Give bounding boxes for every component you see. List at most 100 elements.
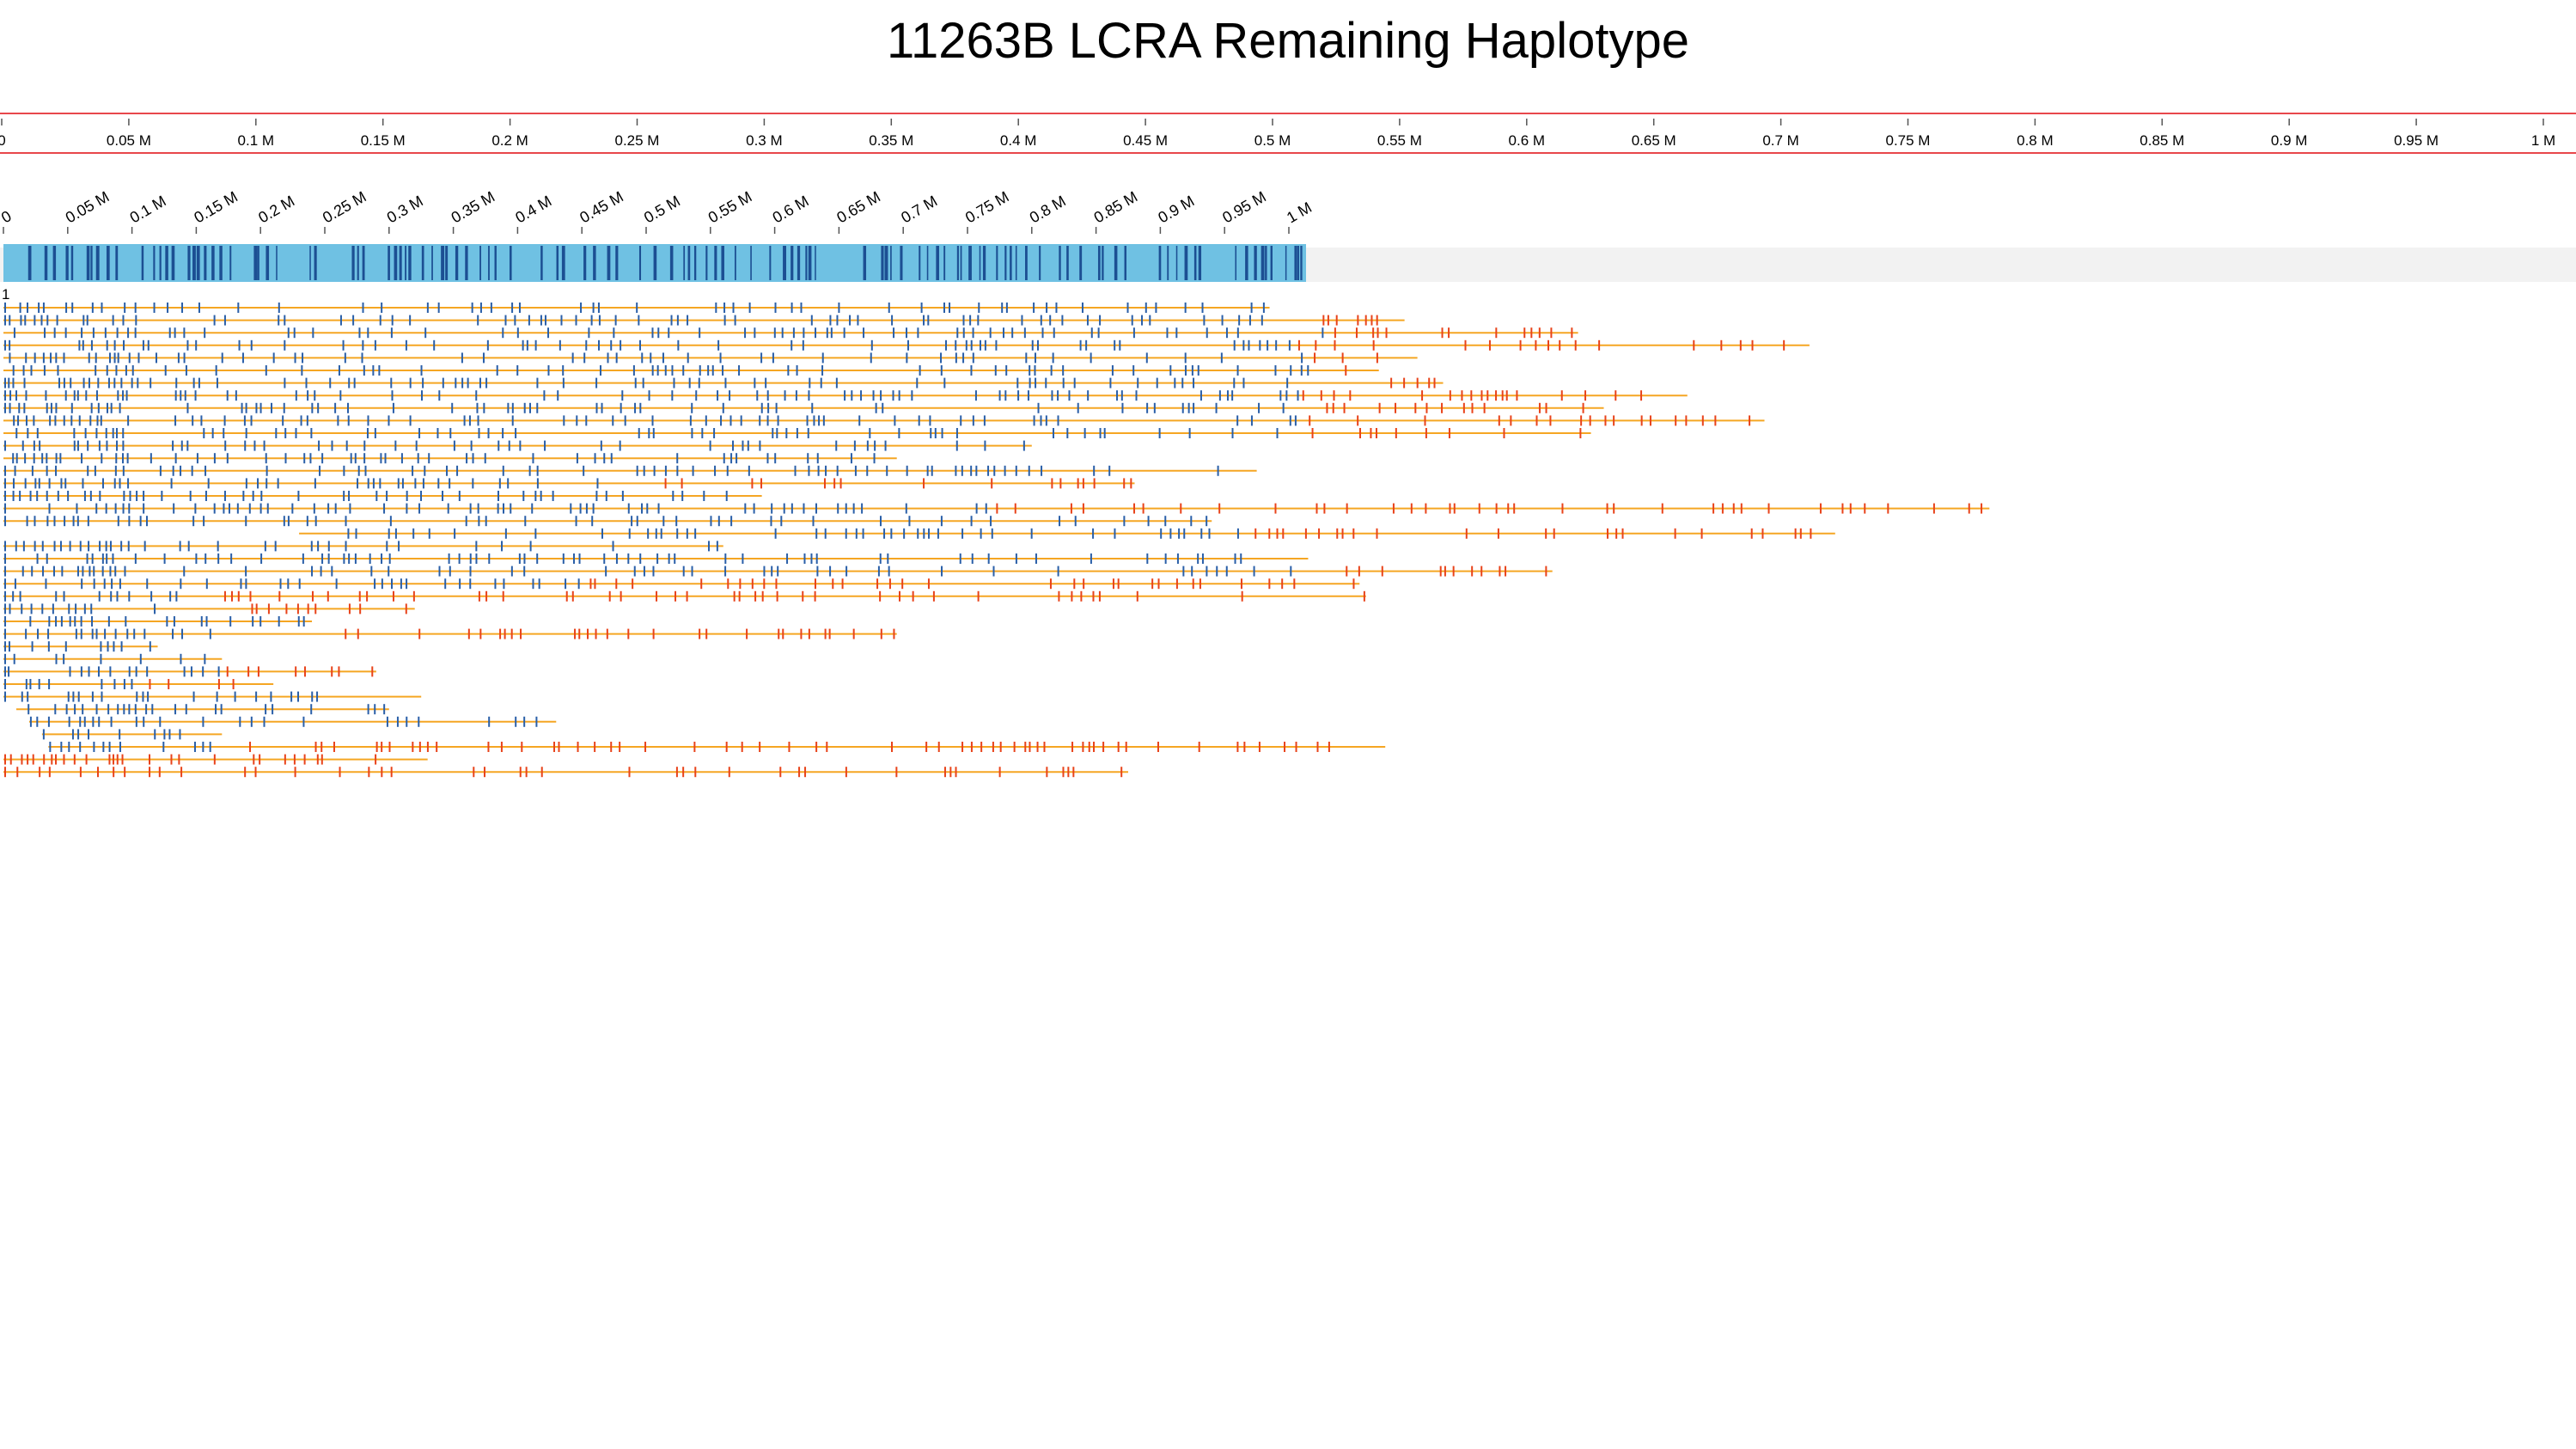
read-match-mark [89,415,92,426]
haplotype-variant-mark [1184,246,1188,280]
haplotype-variant-mark [65,246,69,280]
read-match-mark [88,377,90,388]
read-match-mark [174,453,177,464]
read-match-mark [30,365,33,376]
read-match-mark [612,541,614,552]
read-match-mark [1176,553,1179,564]
read-match-mark [1290,365,1292,376]
haplotype-variant-mark [362,246,365,280]
read-match-mark [264,541,266,552]
read-mismatch-mark [251,603,253,614]
read-match-mark [475,541,478,552]
read-match-mark [115,453,118,464]
read-match-mark [93,578,95,590]
read-match-mark [1236,528,1239,539]
read-match-mark [17,415,20,426]
detail-tick-label: 0.55 M [705,188,755,227]
read-match-mark [302,616,305,627]
read-match-mark [1218,390,1221,401]
read-match-mark [1052,352,1054,364]
read-mismatch-mark [733,590,736,602]
read-mismatch-mark [418,742,421,752]
read-mismatch-mark [1359,428,1362,438]
read-match-mark [127,478,130,489]
read-mismatch-mark [814,578,816,590]
read-match-mark [861,503,864,514]
read-mismatch-mark [1505,566,1507,577]
read-match-mark [12,590,15,602]
read-match-mark [122,428,125,438]
read-mismatch-mark [1370,428,1372,438]
read-match-mark [1011,327,1014,339]
read-mismatch-mark [705,628,708,639]
read-match-mark [128,503,131,514]
read-mismatch-mark [1553,528,1555,539]
read-match-mark [172,628,174,639]
read-match-mark [595,402,598,413]
read-match-mark [681,491,684,501]
read-match-mark [170,478,173,489]
read-match-mark [255,402,258,413]
read-match-mark [821,352,824,364]
read-mismatch-mark [1058,590,1060,602]
read-match-mark [12,491,15,501]
haplotype-variant-mark [95,246,100,280]
read-match-mark [1062,365,1065,376]
read-match-mark [388,528,390,539]
read-match-mark [448,553,450,564]
read-match-mark [4,603,6,614]
read-match-mark [1242,339,1245,351]
read-match-mark [918,415,920,426]
read-match-mark [147,339,150,351]
read-match-mark [785,428,788,438]
read-match-mark [870,339,873,351]
read-match-mark [284,339,286,351]
read-match-mark [503,578,505,590]
read-mismatch-mark [751,478,754,489]
read-match-mark [791,503,793,514]
overview-axis[interactable]: 0 0.05 M 0.1 M 0.15 M 0.2 M 0.25 M 0.3 M 0.35 M… [0,113,2576,154]
read-match-mark [81,327,83,339]
overview-tick-label: 0.35 M [869,132,913,149]
read-match-mark [216,377,218,388]
read-match-mark [8,641,10,652]
read-mismatch-mark [802,590,804,602]
read-match-mark [732,440,735,451]
haplotype-variant-mark [431,246,433,280]
read-match-mark [211,428,214,438]
haplotype-variant-mark [488,246,490,280]
read-match-mark [366,428,369,438]
read-match-mark [810,315,813,326]
read-match-mark [1206,516,1208,527]
read-match-mark [563,415,565,426]
read-match-mark [184,390,186,401]
read-mismatch-mark [727,578,729,590]
read-match-mark [992,566,995,577]
read-match-mark [422,377,424,388]
read-match-mark [183,666,186,677]
read-match-mark [605,566,607,577]
read-match-mark [1153,402,1156,413]
haplotype-track[interactable] [0,244,2576,282]
read-match-mark [455,377,457,388]
read-match-mark [14,465,16,476]
read-match-mark [43,365,46,376]
haplotype-variant-mark [1193,246,1197,280]
read-match-mark [595,377,598,388]
read-match-mark [931,465,933,476]
read-match-mark [1178,528,1181,539]
read-match-mark [106,402,108,413]
read-mismatch-mark [1151,578,1154,590]
read-mismatch-mark [1495,327,1498,339]
haplotype-variant-mark [797,246,801,280]
haplotype-variant-mark [266,246,270,280]
read-mismatch-mark [1315,503,1318,514]
read-match-mark [601,402,603,413]
read-match-mark [1015,553,1017,564]
read-match-mark [203,516,205,527]
read-mismatch-mark [1297,339,1300,351]
read-match-mark [15,390,18,401]
read-match-mark [1267,339,1269,351]
read-match-mark [707,365,710,376]
